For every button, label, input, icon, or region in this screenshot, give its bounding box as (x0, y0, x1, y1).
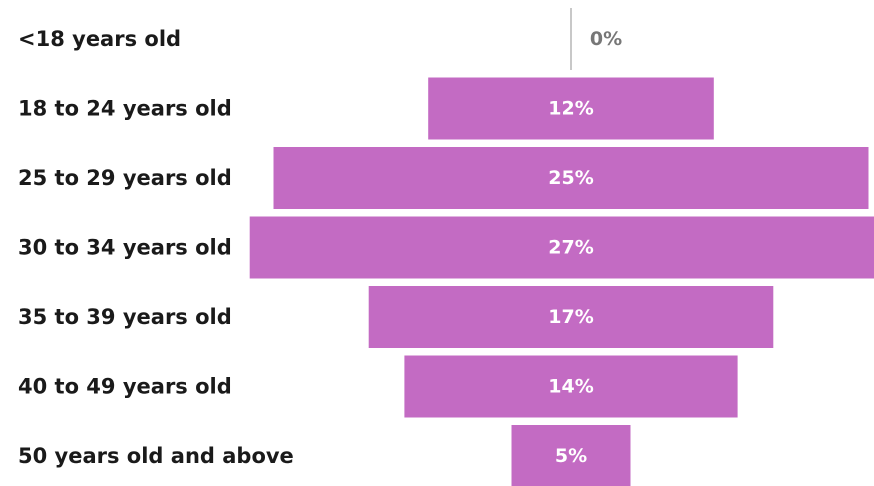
value-labels: 0% 12% 25% 27% 17% 14% 5% (548, 28, 622, 467)
bar (368, 286, 774, 348)
category-label: 35 to 39 years old (18, 305, 232, 329)
bar (428, 77, 714, 140)
bars (249, 8, 874, 486)
value-label: 27% (548, 237, 593, 259)
bar (249, 216, 874, 279)
value-label: 12% (548, 98, 593, 120)
bar (511, 425, 631, 486)
category-labels: <18 years old 18 to 24 years old 25 to 29 … (18, 27, 294, 468)
category-label: 40 to 49 years old (18, 375, 232, 399)
bar (273, 147, 869, 209)
value-label: 14% (548, 376, 593, 398)
value-label: 25% (548, 167, 593, 189)
category-label: 50 years old and above (18, 444, 294, 468)
category-label: 30 to 34 years old (18, 236, 232, 260)
bar (404, 355, 738, 418)
value-label: 0% (590, 28, 622, 50)
value-label: 17% (548, 306, 593, 328)
category-label: 25 to 29 years old (18, 166, 232, 190)
value-label: 5% (555, 445, 587, 467)
category-label: <18 years old (18, 27, 181, 51)
category-label: 18 to 24 years old (18, 97, 232, 121)
